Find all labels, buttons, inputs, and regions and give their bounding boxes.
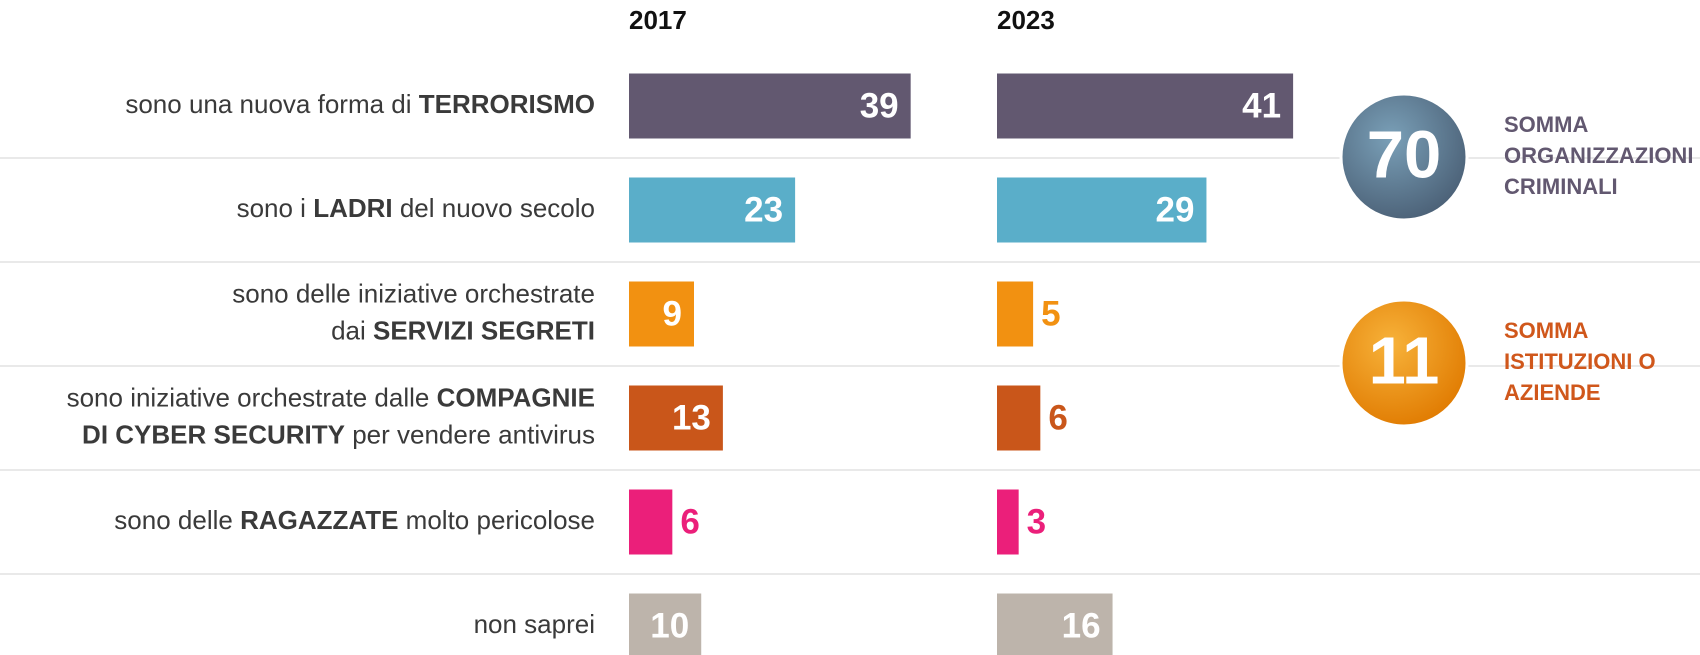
value-label: 5 — [1041, 294, 1060, 333]
bar — [629, 177, 796, 243]
label-part: COMPAGNIE — [437, 382, 595, 412]
bar — [997, 593, 1113, 655]
label-part: SERVIZI SEGRETI — [373, 315, 595, 345]
label-part: non saprei — [474, 609, 595, 639]
summary-text: CRIMINALI — [1504, 174, 1618, 199]
value-label: 10 — [650, 606, 689, 645]
label-part: RAGAZZATE — [240, 505, 398, 535]
summary-value: 11 — [1369, 324, 1440, 399]
label-part: del nuovo secolo — [393, 193, 595, 223]
value-label: 16 — [1062, 606, 1101, 645]
value-label: 6 — [1048, 398, 1067, 437]
label-part: sono delle iniziative orchestrate — [232, 278, 595, 308]
summary-text: SOMMA — [1504, 318, 1588, 343]
label-part: TERRORISMO — [419, 89, 595, 119]
category-label: dai SERVIZI SEGRETI — [331, 315, 595, 345]
label-part: DI CYBER SECURITY — [82, 419, 345, 449]
bar — [629, 489, 673, 555]
category-label: sono delle RAGAZZATE molto pericolose — [114, 505, 595, 535]
label-part: molto pericolose — [398, 505, 595, 535]
category-label: sono i LADRI del nuovo secolo — [237, 193, 595, 223]
summary-circle — [1339, 298, 1469, 428]
bar — [997, 489, 1019, 555]
bar — [629, 593, 702, 655]
category-label: sono iniziative orchestrate dalle COMPAG… — [67, 382, 595, 412]
label-part: LADRI — [313, 193, 392, 223]
bar — [997, 385, 1041, 451]
summary-value: 70 — [1367, 118, 1442, 193]
value-label: 23 — [744, 190, 783, 229]
category-label: sono una nuova forma di TERRORISMO — [125, 89, 595, 119]
bar — [629, 281, 694, 347]
label-part: sono una nuova forma di — [125, 89, 418, 119]
summary-text: SOMMA — [1504, 112, 1588, 137]
label-part: per vendere antivirus — [345, 419, 595, 449]
bar — [997, 73, 1294, 139]
value-label: 29 — [1156, 190, 1195, 229]
value-label: 39 — [860, 86, 899, 125]
label-part: sono iniziative orchestrate dalle — [67, 382, 437, 412]
value-label: 41 — [1242, 86, 1281, 125]
category-label: sono delle iniziative orchestrate — [232, 278, 595, 308]
bar — [629, 385, 723, 451]
bar — [997, 281, 1034, 347]
panel-title: 2017 — [629, 5, 687, 35]
bar — [997, 177, 1207, 243]
value-label: 9 — [663, 294, 682, 333]
label-part: dai — [331, 315, 373, 345]
value-label: 6 — [680, 502, 699, 541]
summary-circle — [1339, 92, 1469, 222]
panel-title: 2023 — [997, 5, 1055, 35]
value-label: 13 — [672, 398, 711, 437]
category-label: DI CYBER SECURITY per vendere antivirus — [82, 419, 595, 449]
value-label: 3 — [1027, 502, 1046, 541]
summary-text: ORGANIZZAZIONI — [1504, 143, 1693, 168]
summary-text: AZIENDE — [1504, 380, 1601, 405]
category-label: non saprei — [474, 609, 595, 639]
label-part: sono delle — [114, 505, 240, 535]
label-part: sono i — [237, 193, 314, 223]
bar — [629, 73, 911, 139]
summary-text: ISTITUZIONI O — [1504, 349, 1656, 374]
